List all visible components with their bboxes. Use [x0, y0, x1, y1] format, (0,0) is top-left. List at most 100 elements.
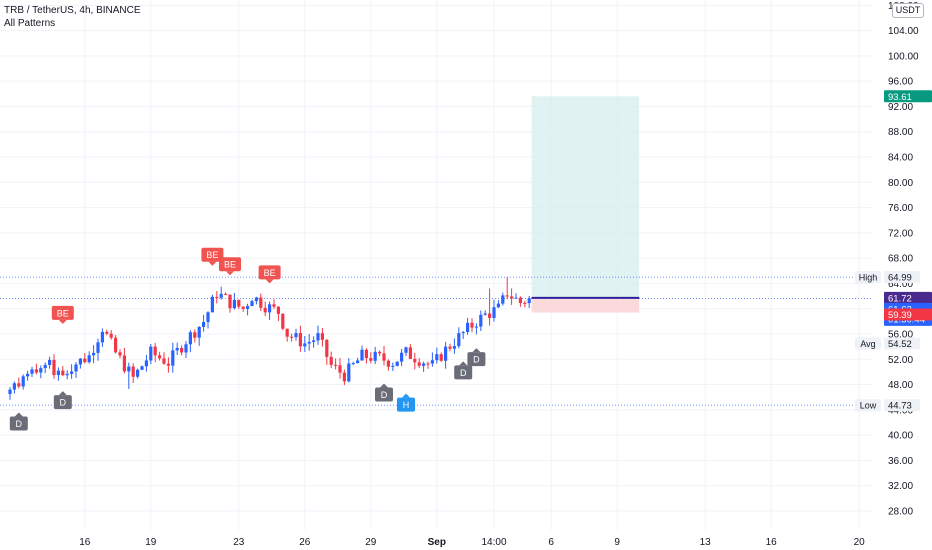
candle[interactable] — [153, 346, 157, 356]
candle[interactable] — [382, 353, 386, 361]
candle[interactable] — [413, 358, 417, 363]
target-zone[interactable] — [531, 96, 640, 298]
candle[interactable] — [422, 363, 426, 366]
candle[interactable] — [268, 304, 272, 313]
price-axis[interactable]: 28.0032.0036.0040.0044.0048.0052.0056.00… — [855, 0, 932, 550]
candle[interactable] — [43, 364, 47, 369]
candle[interactable] — [523, 302, 527, 304]
candle[interactable] — [325, 339, 329, 357]
candle[interactable] — [439, 354, 443, 361]
stop-zone[interactable] — [531, 297, 640, 313]
pattern-neutral-label[interactable]: D — [375, 383, 393, 402]
candle[interactable] — [122, 355, 126, 372]
currency-button[interactable]: USDT — [892, 3, 924, 18]
candle[interactable] — [162, 358, 166, 364]
candle[interactable] — [347, 363, 351, 382]
pattern-neutral-label[interactable]: D — [53, 391, 72, 410]
candle[interactable] — [338, 365, 342, 373]
pattern-bullish-label[interactable]: H — [397, 393, 415, 412]
pattern-bearish-label[interactable]: BE — [258, 265, 281, 284]
candle[interactable] — [39, 368, 43, 373]
candle[interactable] — [215, 296, 219, 298]
candle[interactable] — [303, 343, 307, 347]
candle[interactable] — [237, 299, 241, 307]
candle[interactable] — [83, 358, 87, 363]
candle[interactable] — [391, 365, 395, 367]
candle[interactable] — [426, 363, 430, 365]
candle[interactable] — [404, 347, 408, 353]
candle[interactable] — [202, 321, 206, 327]
candle[interactable] — [479, 314, 483, 327]
candle[interactable] — [232, 299, 236, 309]
candle[interactable] — [492, 307, 496, 318]
candle[interactable] — [78, 358, 82, 365]
candle[interactable] — [144, 360, 148, 367]
candle[interactable] — [180, 347, 184, 353]
candle[interactable] — [281, 313, 285, 329]
candle[interactable] — [131, 366, 135, 377]
candle[interactable] — [158, 355, 162, 359]
candle[interactable] — [351, 363, 355, 365]
pattern-bearish-label[interactable]: BE — [219, 257, 241, 276]
candle[interactable] — [12, 383, 16, 390]
candle[interactable] — [52, 359, 56, 376]
candle[interactable] — [65, 373, 69, 376]
candle[interactable] — [488, 313, 492, 318]
candle[interactable] — [136, 369, 140, 377]
candle[interactable] — [206, 312, 210, 322]
candle[interactable] — [26, 373, 30, 377]
candle[interactable] — [140, 366, 144, 370]
pattern-bearish-label[interactable]: BE — [201, 247, 224, 266]
candle[interactable] — [34, 369, 38, 373]
candle[interactable] — [356, 360, 360, 364]
candle[interactable] — [505, 295, 509, 297]
candle[interactable] — [518, 297, 522, 303]
candle[interactable] — [210, 296, 214, 313]
pattern-neutral-label[interactable]: D — [467, 348, 486, 367]
candle[interactable] — [452, 346, 456, 349]
candle[interactable] — [400, 352, 404, 362]
candle[interactable] — [184, 344, 188, 353]
candle[interactable] — [312, 340, 316, 342]
candle[interactable] — [118, 352, 122, 356]
candle[interactable] — [373, 351, 377, 361]
candle[interactable] — [369, 358, 373, 361]
candle[interactable] — [510, 296, 514, 299]
candle[interactable] — [105, 331, 109, 334]
candle[interactable] — [56, 370, 60, 376]
candle[interactable] — [320, 333, 324, 340]
candle[interactable] — [285, 328, 289, 337]
candle[interactable] — [378, 351, 382, 354]
candle[interactable] — [96, 342, 100, 353]
candle[interactable] — [8, 389, 12, 395]
candle[interactable] — [48, 359, 52, 365]
candle[interactable] — [254, 297, 258, 302]
candle[interactable] — [30, 369, 34, 374]
candle[interactable] — [188, 332, 192, 345]
candle[interactable] — [483, 313, 487, 315]
candle[interactable] — [61, 370, 65, 376]
candle[interactable] — [417, 362, 421, 366]
candle[interactable] — [364, 349, 368, 359]
candle[interactable] — [109, 333, 113, 338]
candle[interactable] — [430, 360, 434, 364]
candle[interactable] — [17, 383, 21, 387]
candle[interactable] — [395, 361, 399, 366]
candle[interactable] — [294, 333, 298, 338]
candle[interactable] — [171, 350, 175, 366]
candle[interactable] — [250, 301, 254, 307]
candle[interactable] — [127, 366, 131, 372]
candle[interactable] — [193, 332, 197, 338]
candle[interactable] — [501, 295, 505, 304]
candle[interactable] — [448, 346, 452, 349]
candle[interactable] — [316, 333, 320, 341]
candle[interactable] — [246, 306, 250, 309]
candle[interactable] — [386, 360, 390, 367]
pattern-neutral-label[interactable]: D — [454, 361, 473, 380]
candle[interactable] — [334, 364, 338, 366]
candle[interactable] — [87, 355, 91, 363]
candle[interactable] — [514, 297, 518, 299]
candle[interactable] — [74, 364, 78, 372]
candle[interactable] — [461, 332, 465, 334]
